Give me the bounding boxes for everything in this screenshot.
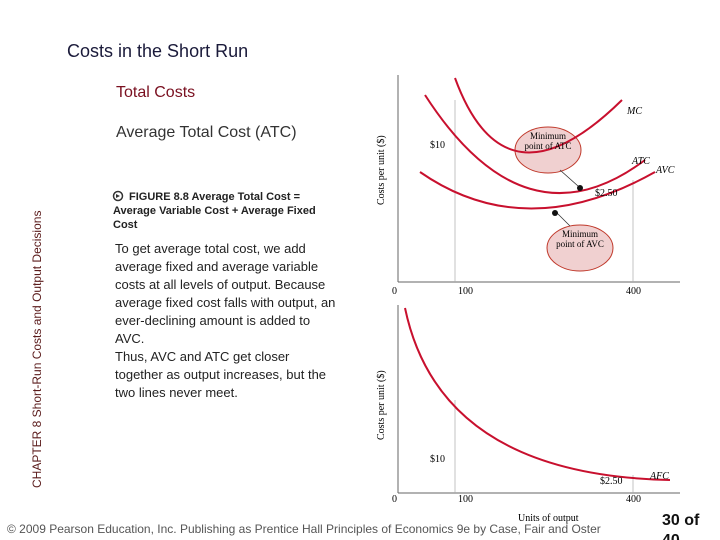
curve-label: AFC xyxy=(649,471,669,482)
y-axis-label: Costs per unit ($) xyxy=(376,135,387,205)
x-tick-label: 400 xyxy=(626,286,641,297)
paragraph: Thus, AVC and ATC get closer together as… xyxy=(115,349,327,400)
figure-caption: FIGURE 8.8 Average Total Cost = Average … xyxy=(113,191,316,231)
slide-title: Costs in the Short Run xyxy=(67,41,249,61)
curve-label: ATC xyxy=(631,156,650,167)
paragraph: To get average total cost, we add averag… xyxy=(115,241,336,346)
callout-pointer xyxy=(559,169,579,187)
price-label: $10 xyxy=(430,454,445,465)
y-axis-label: Costs per unit ($) xyxy=(376,370,387,440)
x-tick-label: 0 xyxy=(392,494,397,505)
afc-curve xyxy=(404,307,671,481)
avc-min-point xyxy=(552,210,558,216)
page-number: 30 of 40 xyxy=(662,512,700,540)
x-axis-label: Units of output xyxy=(518,513,579,524)
subheading: Average Total Cost (ATC) xyxy=(116,124,297,141)
callout-text: Minimum point of AVC xyxy=(556,229,604,249)
callout xyxy=(546,224,614,272)
atc-curve xyxy=(424,94,646,194)
x-tick-label: 100 xyxy=(458,494,473,505)
body-text: To get average total cost, we add averag… xyxy=(115,240,340,402)
callout-pointer xyxy=(556,212,571,227)
figure-icon xyxy=(112,190,124,202)
callout-text: Minimum point of ATC xyxy=(524,131,572,151)
x-tick-label: 400 xyxy=(626,494,641,505)
price-label: $10 xyxy=(430,140,445,151)
callout-text: Minimum point of ATC xyxy=(524,131,572,151)
avc-curve xyxy=(419,171,656,210)
curve-label: AVC xyxy=(655,165,675,176)
mc-curve xyxy=(454,77,623,154)
callout-text: Minimum point of AVC xyxy=(556,229,604,249)
price-label: $2.50 xyxy=(595,188,618,199)
footer: © 2009 Pearson Education, Inc. Publishin… xyxy=(7,522,601,536)
x-tick-label: 100 xyxy=(458,286,473,297)
atc-min-point xyxy=(577,185,583,191)
curve-label: MC xyxy=(626,106,642,117)
price-label: $2.50 xyxy=(600,476,623,487)
heading: Total Costs xyxy=(116,84,196,101)
x-tick-label: 0 xyxy=(392,286,397,297)
